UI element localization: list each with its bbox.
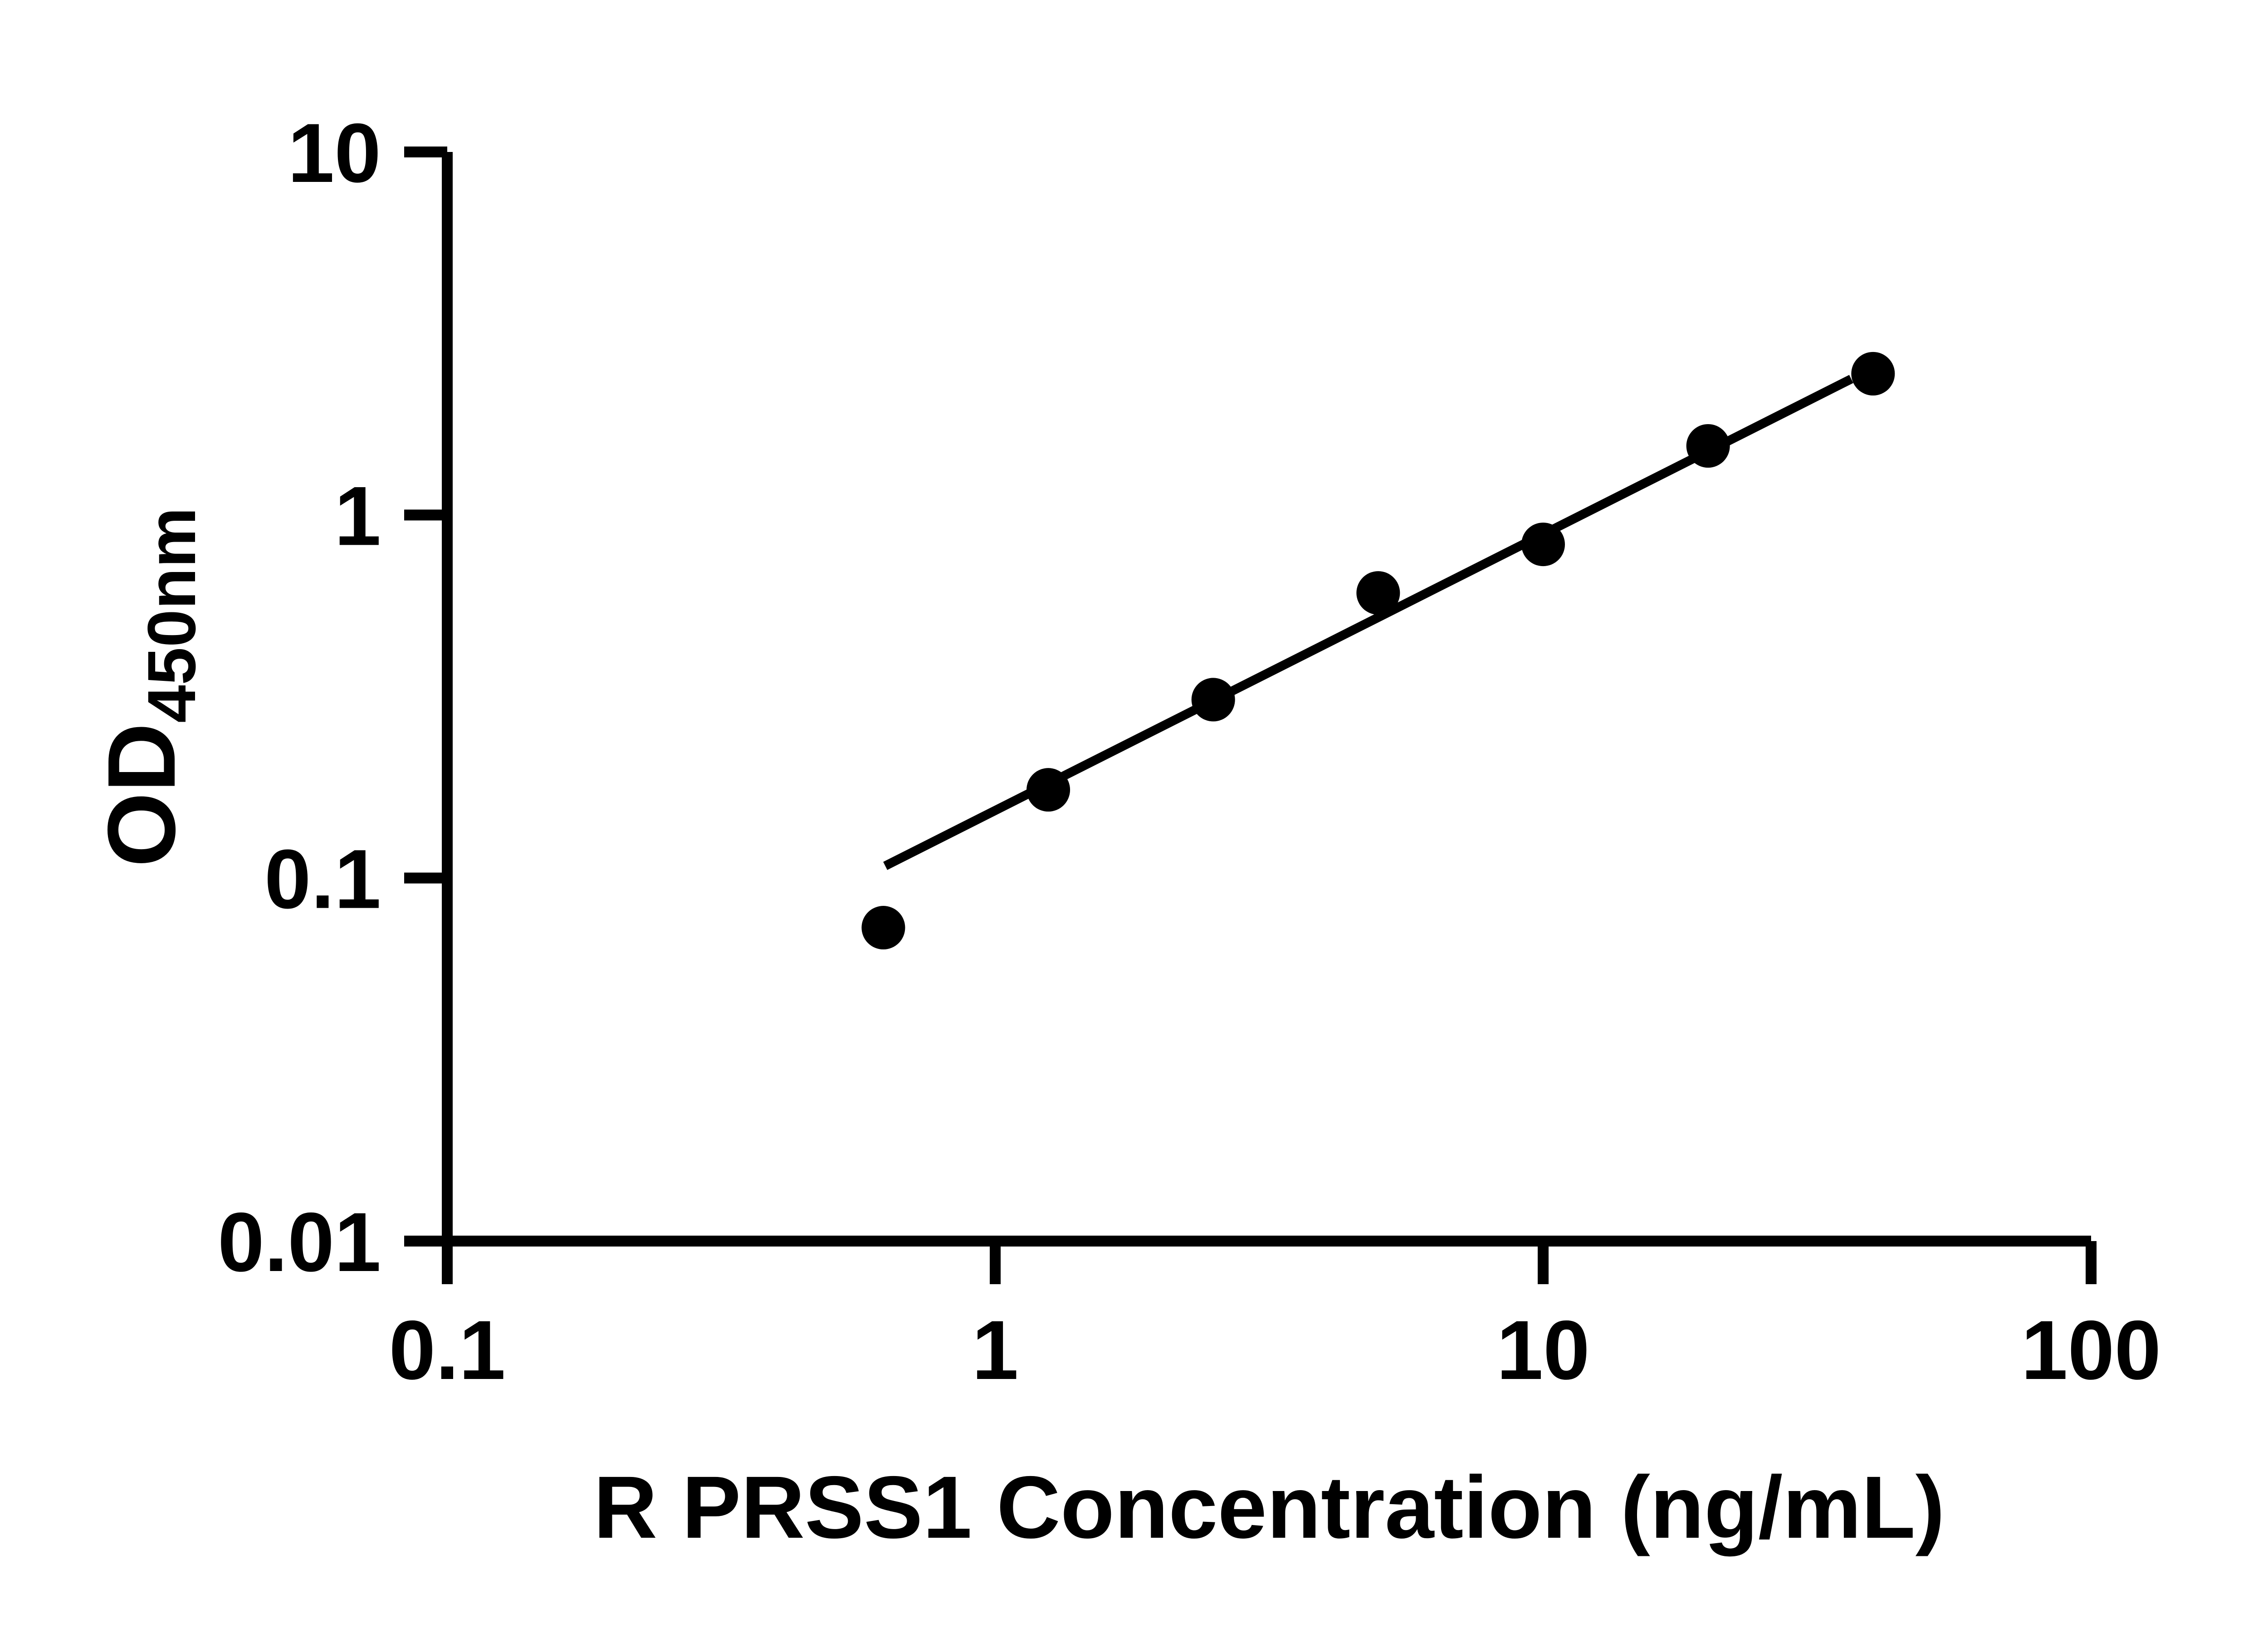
x-tick-label: 10 (1496, 1304, 1590, 1397)
y-axis-title-sub: 450nm (133, 507, 210, 723)
y-tick-label: 1 (334, 469, 381, 563)
data-point (1521, 523, 1565, 567)
y-tick-label: 0.01 (218, 1196, 381, 1289)
x-tick-label: 100 (2021, 1304, 2161, 1397)
data-point-series (861, 352, 1895, 950)
y-tick-label: 10 (288, 107, 381, 200)
data-point (1686, 424, 1730, 468)
axes-frame (442, 152, 2091, 1247)
data-point (1356, 571, 1400, 615)
x-tick-marks (442, 1241, 2097, 1284)
y-tick-label: 0.1 (264, 833, 381, 926)
data-point (1026, 768, 1070, 812)
x-tick-label: 1 (972, 1304, 1019, 1397)
y-tick-marks (404, 147, 447, 1247)
data-point (1191, 678, 1235, 722)
y-axis-title: OD450nm (88, 507, 210, 867)
x-tick-labels: 0.1 1 10 100 (389, 1304, 2161, 1397)
x-axis-title: R PRSS1 Concentration (ng/mL) (593, 1458, 1945, 1557)
x-tick-label: 0.1 (389, 1304, 505, 1397)
y-tick-labels: 10 1 0.1 0.01 (218, 107, 381, 1289)
data-point (1851, 352, 1895, 396)
data-point (861, 906, 905, 950)
y-axis-title-main: OD (88, 723, 195, 867)
